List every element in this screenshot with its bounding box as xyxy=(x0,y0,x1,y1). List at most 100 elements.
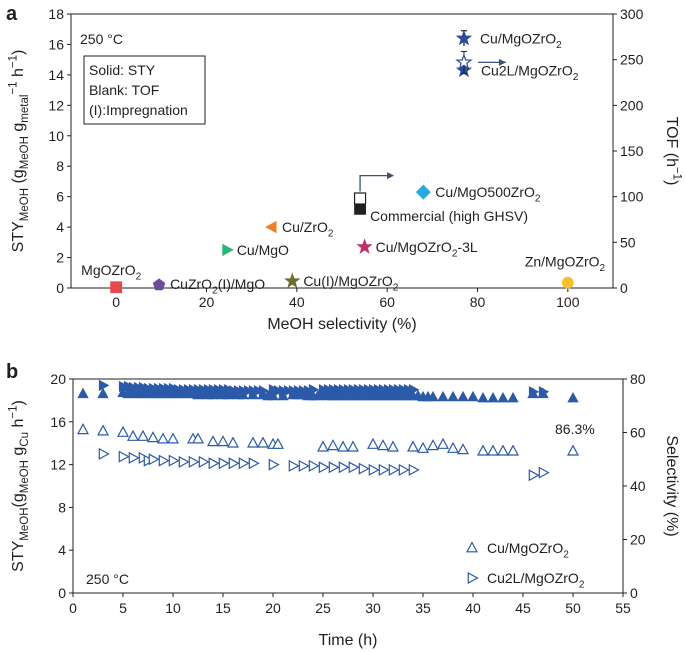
panel-b-y-tick-label: 12 xyxy=(50,457,66,473)
cu2l-mgozro2-sty-point xyxy=(208,384,220,396)
panel-a-x-tick-label: 100 xyxy=(556,294,580,310)
cu2l-mgozro2-sty-point xyxy=(308,384,320,396)
cu-mgozro2-selectivity-point xyxy=(226,436,240,448)
panel-a-label: a xyxy=(6,3,18,25)
cu2l-mgozro2-sty-point xyxy=(98,379,110,392)
cu2l-mgozro2-selectivity-point xyxy=(378,463,390,476)
cu-mgozro2-selectivity-point xyxy=(216,435,230,447)
cu2l-mgozro2-sty-point xyxy=(168,382,180,395)
panel-b-condition: 250 °C xyxy=(86,571,129,587)
panel-b-x-axis-label: Time (h) xyxy=(319,632,378,649)
panel-b-x-tick-label: 0 xyxy=(69,600,77,616)
cu-mgozro2-label: Cu/MgOZrO2 xyxy=(480,30,562,50)
cu-mgozro2-sty-point xyxy=(427,390,439,402)
cu-mgozro2-selectivity-point xyxy=(136,429,150,441)
panel-a-legend-box: Solid: STY Blank: TOF (I):Impregnation xyxy=(83,55,206,125)
panel-a-y-tick-label: 0 xyxy=(56,280,64,296)
panel-b-x-tick-label: 35 xyxy=(415,600,431,616)
cu-mgozro2-selectivity-point xyxy=(496,444,510,456)
cu-mgozro2-selectivity-point xyxy=(376,439,390,451)
commercial-high-ghsv-sty-point xyxy=(354,202,366,215)
cu2l-mgozro2-selectivity-point xyxy=(358,462,370,475)
cu-mgozro2-selectivity-point xyxy=(416,441,430,453)
cu2l-mgozro2-sty-point xyxy=(223,384,235,396)
cu2l-mgozro2-sty-series xyxy=(98,379,550,398)
cu2l-mgozro2-sty-point xyxy=(188,384,200,396)
legend-box-frame xyxy=(83,55,206,125)
cu-mgozro2-sty-point xyxy=(437,390,449,402)
zn-mgozro2-label: Zn/MgOZrO2 xyxy=(525,254,606,274)
panel-a-y-tick-label: 10 xyxy=(48,128,64,144)
cu2l-mgozro2-selectivity-point xyxy=(398,463,410,476)
cu-zro2-sty-point xyxy=(265,220,277,234)
zn-mgozro2-sty-point xyxy=(561,276,574,289)
panel-b-y2-tick-label: 20 xyxy=(630,532,646,548)
panel-b-x-tick-label: 30 xyxy=(365,600,381,616)
cu-mgozro2-sty-point xyxy=(487,391,499,403)
cu2l-mgozro2-selectivity-point xyxy=(268,458,280,471)
cu-mgozro2-selectivity-point xyxy=(316,440,330,452)
cu-mgozro2-sty-point xyxy=(477,391,489,403)
cu-mgozro2-selectivity-point xyxy=(206,435,220,447)
panel-a-frame xyxy=(70,13,614,289)
cu-mgozro2-selectivity-series xyxy=(76,423,580,456)
panel-a-y2-tick-label: 300 xyxy=(620,6,644,22)
cu2l-mgozro2-sty-point xyxy=(198,384,210,396)
panel-b-legend: Cu/MgOZrO2 Cu2L/MgOZrO2 xyxy=(465,540,585,590)
cu2l-mgozro2-selectivity-point xyxy=(288,459,300,472)
cu-mgozro2-selectivity-point xyxy=(436,437,450,449)
cu-mgozro2-legend-label: Cu/MgOZrO2 xyxy=(487,540,569,560)
cu2l-mgozro2-sty-point xyxy=(133,381,145,394)
cu-zro2-label: Cu/ZrO2 xyxy=(282,219,334,239)
cu2l-mgozro2-selectivity-point xyxy=(328,461,340,474)
cu2l-mgozro2-selectivity-point xyxy=(198,455,210,468)
cu2l-mgozro2-sty-point xyxy=(248,385,260,397)
cu2l-mgozro2-selectivity-point xyxy=(128,451,140,464)
cu2l-mgozro2-selectivity-point xyxy=(298,459,310,472)
cu-mgozro2-selectivity-point xyxy=(271,437,285,449)
cu-mgozro2-selectivity-point xyxy=(96,424,110,436)
panel-a-x-tick-label: 20 xyxy=(199,294,215,310)
cu2l-mgozro2-selectivity-point xyxy=(98,447,110,460)
cu-mgozro2-sty-point xyxy=(457,390,469,402)
cu-i-mgozro2-sty-point xyxy=(284,272,301,289)
panel-a-y-axis-label: STYMeOH (gMeOH gmetal−1 h−1) xyxy=(7,50,31,253)
cu-mgozro2-selectivity-point xyxy=(326,439,340,451)
cu-mgozro2-selectivity-point xyxy=(506,444,520,456)
panel-a-y-tick-label: 18 xyxy=(48,6,64,22)
cu2l-mgozro2-sty-point xyxy=(238,385,250,397)
cu2l-mgozro2-selectivity-point xyxy=(148,453,160,466)
cu2l-mgozro2-sty-point xyxy=(348,384,360,396)
cu-mgozro2-sty-point xyxy=(447,390,459,402)
cu-mgozro2-tof-point xyxy=(455,53,473,70)
panel-a-condition: 250 °C xyxy=(80,31,123,47)
panel-b-y2-tick-label: 60 xyxy=(630,425,646,441)
cu-mgozro2-selectivity-point xyxy=(566,444,580,456)
cu2l-mgozro2-sty-point xyxy=(528,386,540,398)
mgozro2-label: MgOZrO2 xyxy=(81,262,141,282)
cu2l-mgozro2-selectivity-point xyxy=(248,457,260,470)
cu-mgozro2-3l-label: Cu/MgOZrO2-3L xyxy=(376,239,478,259)
panel-a-y-tick-label: 8 xyxy=(56,158,64,174)
panel-b-annotation: 86.3% xyxy=(555,421,595,437)
cu-mgozro2-selectivity-point xyxy=(366,437,380,449)
cu2l-mgozro2-sty-point xyxy=(163,382,175,395)
cu-mgozro2-selectivity-point xyxy=(476,444,490,456)
tof-arrow-commercial-shaft xyxy=(359,175,389,192)
cu-mgozro2-selectivity-point xyxy=(336,440,350,452)
cu-mgozro2-selectivity-point xyxy=(246,436,260,448)
panel-a-y2-tick-label: 50 xyxy=(620,234,636,250)
cu2l-mgozro2-selectivity-point xyxy=(228,457,240,470)
cu2l-mgozro2-selectivity-point xyxy=(218,457,230,470)
cu-mgozro2-selectivity-point xyxy=(406,440,420,452)
cu-mgozro2-selectivity-point xyxy=(256,436,270,448)
cu-mgozro2-selectivity-point xyxy=(156,432,170,444)
cu2l-mgozro2-sty-point xyxy=(228,385,240,397)
cu2l-mgozro2-sty-point xyxy=(233,385,245,397)
cu2l-mgozro2-sty-point xyxy=(178,384,190,396)
tof-arrow-commercial-head xyxy=(387,172,395,180)
panel-a-y2-tick-label: 0 xyxy=(620,280,628,296)
cu2l-mgozro2-selectivity-point xyxy=(308,459,320,472)
cu-mgozro2-sty-point xyxy=(97,387,109,399)
panel-b: b0 5 10 15 20 25 30 35 40 45 50 5504812162002040608… xyxy=(6,361,680,649)
